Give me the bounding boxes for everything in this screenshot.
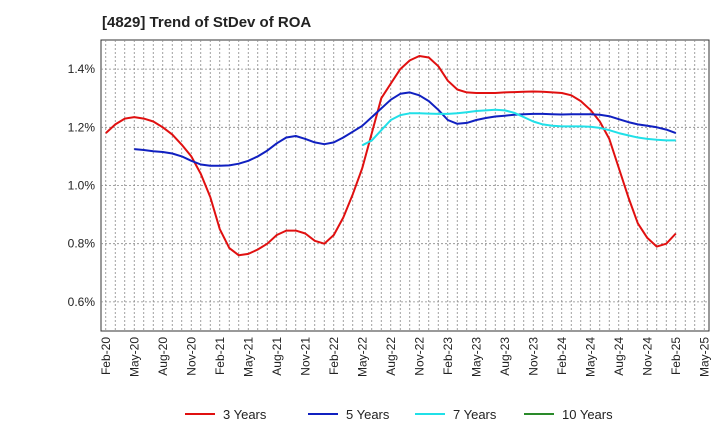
x-tick-label: Nov-20 [184, 337, 198, 376]
x-tick-label: Aug-22 [384, 337, 398, 376]
grid-lines [101, 40, 709, 331]
x-tick-label: Nov-24 [640, 337, 654, 376]
x-tick-label: Nov-23 [526, 337, 540, 376]
y-tick-label: 1.0% [68, 179, 96, 193]
legend-label: 7 Years [453, 407, 497, 422]
x-tick-label: Feb-25 [669, 337, 683, 375]
x-tick-label: Aug-24 [612, 337, 626, 376]
legend-label: 3 Years [223, 407, 267, 422]
x-tick-label: May-24 [583, 337, 597, 377]
series-line [134, 91, 677, 167]
legend-label: 5 Years [346, 407, 390, 422]
x-tick-label: May-23 [469, 337, 483, 377]
series-lines [105, 55, 677, 257]
x-tick-label: Aug-23 [498, 337, 512, 376]
chart-title: [4829] Trend of StDev of ROA [102, 14, 312, 31]
series-line [361, 108, 676, 147]
legend-label: 10 Years [562, 407, 613, 422]
x-tick-label: Feb-21 [213, 337, 227, 375]
x-tick-label: May-25 [697, 337, 711, 377]
y-tick-label: 0.8% [68, 237, 96, 251]
x-tick-label: Aug-21 [270, 337, 284, 376]
x-tick-label: Aug-20 [156, 337, 170, 376]
x-tick-label: Feb-24 [555, 337, 569, 375]
series-line [105, 55, 677, 257]
x-tick-label: Feb-23 [441, 337, 455, 375]
x-axis: Feb-20 May-20 Aug-20 Nov-20 Feb-21 May-21 Aug-… [99, 337, 712, 377]
y-tick-label: 1.4% [68, 62, 96, 76]
x-tick-label: Feb-22 [327, 337, 341, 375]
x-tick-label: May-20 [127, 337, 141, 377]
x-tick-label: Nov-22 [412, 337, 426, 376]
y-axis: 0.6% 0.8% 1.0% 1.2% 1.4% [68, 62, 96, 309]
legend: 3 Years 5 Years 7 Years 10 Years [185, 407, 613, 422]
y-tick-label: 1.2% [68, 120, 96, 134]
x-tick-label: May-21 [241, 337, 255, 377]
x-tick-label: Nov-21 [298, 337, 312, 376]
x-tick-label: Feb-20 [99, 337, 113, 375]
y-tick-label: 0.6% [68, 295, 96, 309]
x-tick-label: May-22 [355, 337, 369, 377]
